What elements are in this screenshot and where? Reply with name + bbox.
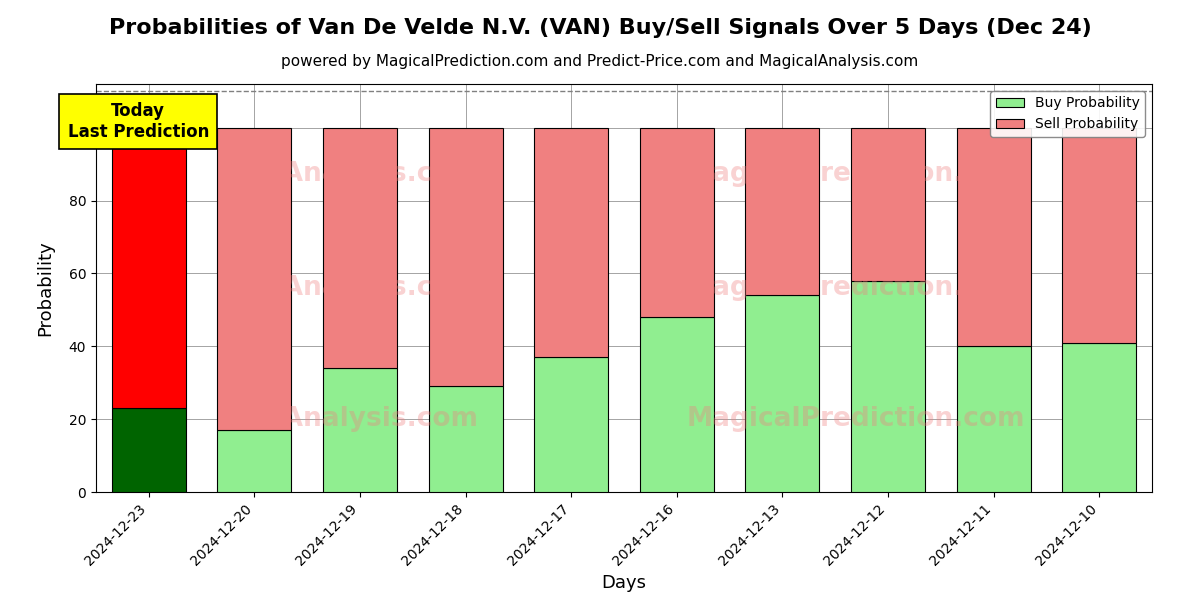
Legend: Buy Probability, Sell Probability: Buy Probability, Sell Probability (990, 91, 1145, 137)
Text: calAnalysis.com: calAnalysis.com (241, 161, 479, 187)
Bar (640, 317, 714, 492)
Bar (745, 295, 820, 492)
Bar (534, 128, 608, 357)
Text: MagicalPrediction.com: MagicalPrediction.com (688, 275, 1026, 301)
Bar (112, 128, 186, 408)
Bar (1062, 128, 1136, 343)
Bar (217, 128, 292, 430)
Text: MagicalPrediction.com: MagicalPrediction.com (688, 406, 1026, 431)
Bar (851, 281, 925, 492)
Bar (956, 128, 1031, 346)
Text: powered by MagicalPrediction.com and Predict-Price.com and MagicalAnalysis.com: powered by MagicalPrediction.com and Pre… (281, 54, 919, 69)
Text: Probabilities of Van De Velde N.V. (VAN) Buy/Sell Signals Over 5 Days (Dec 24): Probabilities of Van De Velde N.V. (VAN)… (109, 18, 1091, 38)
Bar (956, 346, 1031, 492)
Bar (1062, 343, 1136, 492)
Bar (640, 128, 714, 317)
Bar (112, 408, 186, 492)
Text: calAnalysis.com: calAnalysis.com (241, 406, 479, 431)
Bar (851, 128, 925, 281)
Bar (428, 128, 503, 386)
Text: calAnalysis.com: calAnalysis.com (241, 275, 479, 301)
Y-axis label: Probability: Probability (36, 240, 54, 336)
Text: Today
Last Prediction: Today Last Prediction (67, 102, 209, 141)
X-axis label: Days: Days (601, 574, 647, 592)
Text: MagicalPrediction.com: MagicalPrediction.com (688, 161, 1026, 187)
Bar (534, 357, 608, 492)
Bar (323, 368, 397, 492)
Bar (428, 386, 503, 492)
Bar (323, 128, 397, 368)
Bar (745, 128, 820, 295)
Bar (217, 430, 292, 492)
